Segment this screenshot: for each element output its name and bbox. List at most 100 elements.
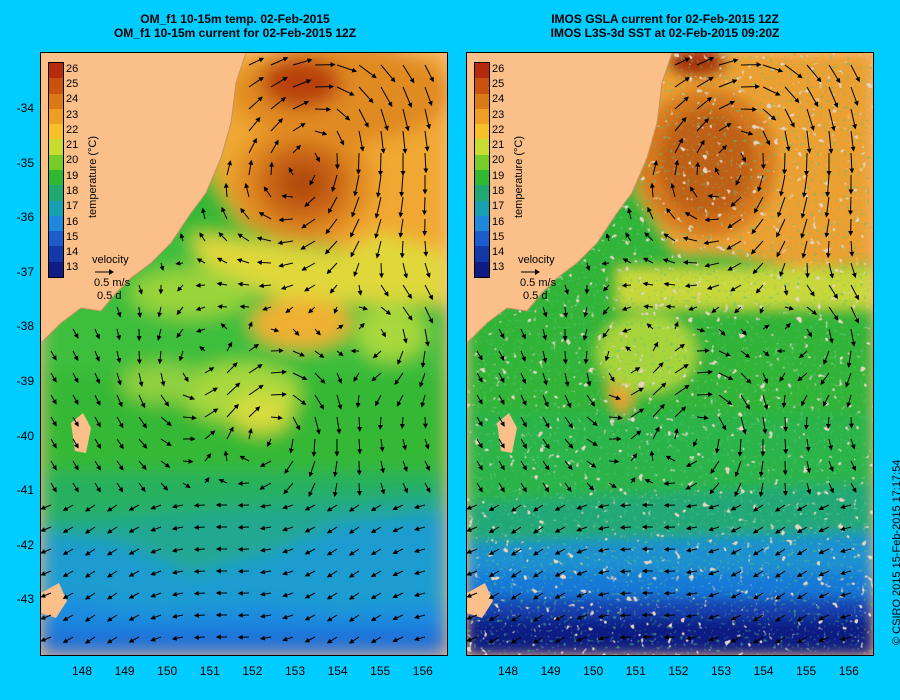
current-arrow [284, 460, 294, 475]
current-arrow [554, 614, 566, 621]
current-arrow [326, 614, 338, 622]
colorbar-tick-label: 20 [492, 154, 505, 167]
current-arrow [150, 548, 162, 554]
longitude-tick-label: 148 [497, 664, 519, 678]
current-arrow [806, 64, 822, 83]
current-arrow [730, 570, 742, 577]
current-arrow [116, 350, 122, 364]
current-arrow [72, 328, 79, 339]
current-arrow [358, 130, 365, 152]
velocity-legend-speed: 0.5 m/s [520, 277, 557, 289]
current-arrow [597, 503, 610, 509]
current-arrow [696, 118, 710, 132]
current-arrow [329, 284, 338, 294]
current-arrow [730, 548, 742, 555]
colorbar-tick-label: 17 [492, 200, 505, 213]
current-arrow [730, 526, 742, 533]
current-arrow [356, 482, 362, 496]
latitude-tick-label: -41 [16, 483, 34, 498]
current-arrow [630, 408, 645, 418]
current-arrow [783, 438, 789, 455]
current-arrow [583, 350, 589, 365]
colorbar-swatch [49, 170, 63, 186]
colorbar-tick-label: 24 [66, 93, 79, 106]
current-arrow [370, 570, 382, 578]
current-arrow [248, 364, 263, 374]
current-arrow [726, 240, 742, 250]
current-arrow [488, 614, 500, 621]
current-arrow [177, 284, 184, 292]
current-arrow [292, 350, 305, 357]
current-arrow [576, 548, 588, 554]
current-arrow [72, 394, 79, 405]
model-temperature-map[interactable] [40, 52, 448, 656]
current-arrow [828, 130, 834, 154]
current-arrow [326, 262, 338, 275]
colorbar-swatch [49, 154, 63, 171]
current-arrow [662, 258, 676, 264]
current-arrow [758, 460, 764, 478]
current-arrow [823, 350, 830, 365]
current-arrow [314, 350, 325, 358]
current-arrow [288, 167, 294, 176]
current-arrow [292, 100, 310, 110]
current-arrow [41, 526, 52, 532]
current-arrow [806, 460, 812, 474]
current-arrow [740, 152, 746, 163]
current-arrow [542, 372, 548, 386]
current-arrow [41, 570, 52, 576]
current-arrow [646, 323, 654, 330]
current-arrow [643, 304, 654, 310]
current-arrow [818, 614, 830, 621]
current-arrow [348, 526, 360, 534]
current-arrow [730, 636, 742, 643]
current-arrow [223, 182, 229, 198]
current-arrow [608, 415, 623, 421]
current-arrow [414, 614, 426, 620]
current-arrow [828, 284, 838, 300]
current-arrow [314, 84, 335, 90]
current-arrow [336, 350, 344, 357]
current-arrow [240, 207, 250, 220]
colorbar-tick-label: 25 [66, 77, 79, 90]
current-arrow [586, 482, 595, 491]
current-arrow [840, 636, 852, 642]
current-arrow [850, 130, 856, 152]
current-arrow [727, 262, 742, 271]
current-arrow [326, 548, 338, 556]
satellite-sst-map[interactable] [466, 52, 874, 656]
current-arrow [424, 64, 434, 83]
colorbar-swatch [49, 261, 63, 278]
current-arrow [193, 568, 206, 574]
current-arrow [422, 416, 428, 429]
current-arrow [630, 477, 636, 484]
current-arrow [106, 636, 118, 644]
current-arrow [652, 341, 659, 352]
current-arrow [849, 240, 855, 257]
colorbar-tick-label: 18 [66, 184, 79, 197]
colorbar-title-left: temperature (°C) [87, 135, 99, 218]
current-arrow [182, 482, 191, 489]
current-arrow [331, 174, 338, 193]
current-arrow [72, 350, 79, 361]
current-arrow [218, 232, 228, 242]
current-arrow [270, 327, 280, 333]
current-arrow [178, 350, 184, 362]
current-arrow [784, 86, 800, 104]
current-arrow [850, 306, 859, 324]
current-arrow [751, 218, 764, 235]
current-arrow [356, 152, 362, 175]
current-arrow [597, 547, 610, 553]
colorbar-swatch [49, 200, 63, 217]
current-arrow [801, 174, 808, 198]
current-arrow [379, 438, 385, 452]
current-arrow [685, 569, 698, 575]
current-arrow [94, 328, 100, 340]
current-arrow [378, 152, 384, 176]
current-arrow [627, 207, 633, 220]
current-arrow [336, 86, 355, 96]
longitude-tick-label: 148 [71, 664, 93, 678]
current-arrow [685, 460, 698, 467]
current-arrow [488, 504, 500, 511]
current-arrow [270, 118, 284, 132]
